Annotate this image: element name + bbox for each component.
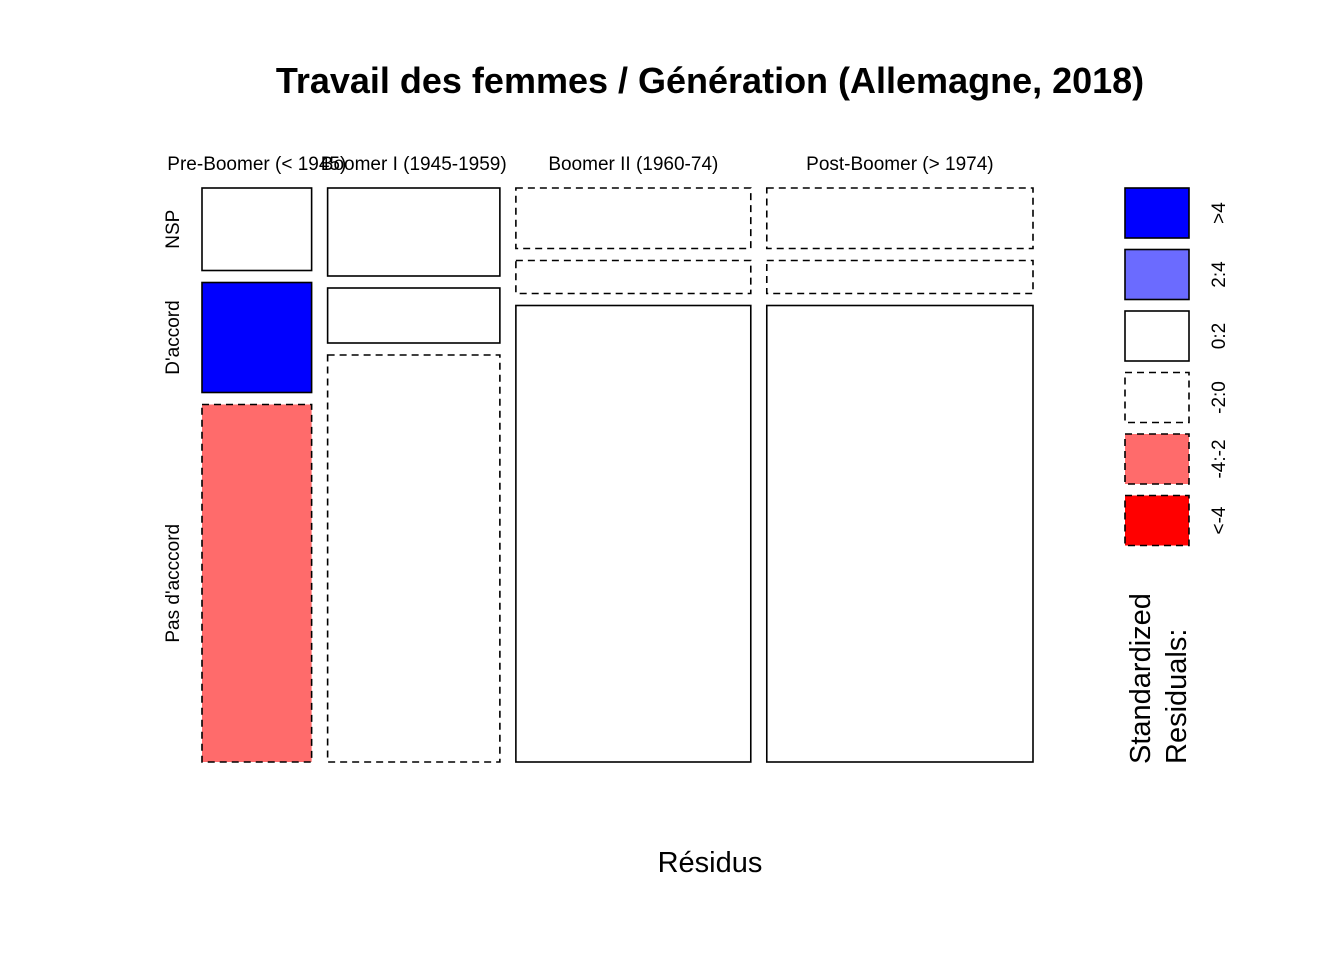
chart-title: Travail des femmes / Génération (Allemag… bbox=[276, 60, 1144, 101]
cell-pre-boomer-1945-nsp bbox=[201, 187, 313, 272]
legend-title-line-1: Standardized bbox=[1125, 593, 1157, 764]
legend-label-6: <-4 bbox=[1209, 506, 1230, 534]
cell-pre-boomer-1945-d-accord bbox=[201, 281, 313, 394]
legend-swatch-1 bbox=[1124, 187, 1190, 239]
legend-swatch-6 bbox=[1124, 494, 1190, 547]
legend-label-3: 0:2 bbox=[1209, 323, 1230, 349]
column-label-post-boomer-1974: Post-Boomer (> 1974) bbox=[806, 154, 993, 175]
x-axis-label: Résidus bbox=[658, 847, 763, 879]
row-label-d-accord: D'accord bbox=[163, 300, 184, 374]
legend-swatch-4 bbox=[1124, 371, 1190, 424]
legend-label-2: 2:4 bbox=[1209, 261, 1230, 288]
legend-swatch-2 bbox=[1124, 248, 1190, 301]
legend-label-5: -4:-2 bbox=[1209, 439, 1230, 478]
cell-boomer-i-1945-1959-nsp bbox=[326, 187, 501, 277]
cell-post-boomer-1974-nsp bbox=[765, 187, 1034, 250]
column-label-pre-boomer-1945: Pre-Boomer (< 1945) bbox=[167, 154, 346, 175]
row-label-pas-d-acccord: Pas d'acccord bbox=[163, 524, 184, 643]
legend-label-4: -2:0 bbox=[1209, 381, 1230, 414]
cell-post-boomer-1974-d-accord bbox=[765, 259, 1034, 295]
legend-swatch-3 bbox=[1124, 310, 1190, 362]
legend-title: Standardized Residuals: bbox=[1125, 593, 1193, 764]
residual-legend: >4 2:4 0:2 -2:0 -4:-2 <-4 bbox=[1124, 187, 1230, 547]
cell-pre-boomer-1945-pas-d-acccord bbox=[201, 403, 313, 763]
row-label-nsp: NSP bbox=[163, 210, 184, 249]
column-label-boomer-ii-1960-74: Boomer II (1960-74) bbox=[548, 154, 718, 175]
cell-boomer-ii-1960-74-pas-d-acccord bbox=[515, 304, 752, 763]
column-label-boomer-i-1945-1959: Boomer I (1945-1959) bbox=[321, 154, 507, 175]
cell-boomer-i-1945-1959-d-accord bbox=[326, 287, 501, 344]
legend-title-line-2: Residuals: bbox=[1161, 629, 1193, 764]
legend-swatch-5 bbox=[1124, 433, 1190, 485]
cell-boomer-i-1945-1959-pas-d-acccord bbox=[326, 354, 501, 763]
cell-boomer-ii-1960-74-nsp bbox=[515, 187, 752, 250]
mosaic-plot: Pre-Boomer (< 1945) NSP D'accord Pas d'accc… bbox=[163, 154, 1034, 763]
cell-boomer-ii-1960-74-d-accord bbox=[515, 259, 752, 295]
legend-label-1: >4 bbox=[1209, 202, 1230, 224]
cell-post-boomer-1974-pas-d-acccord bbox=[765, 304, 1034, 763]
